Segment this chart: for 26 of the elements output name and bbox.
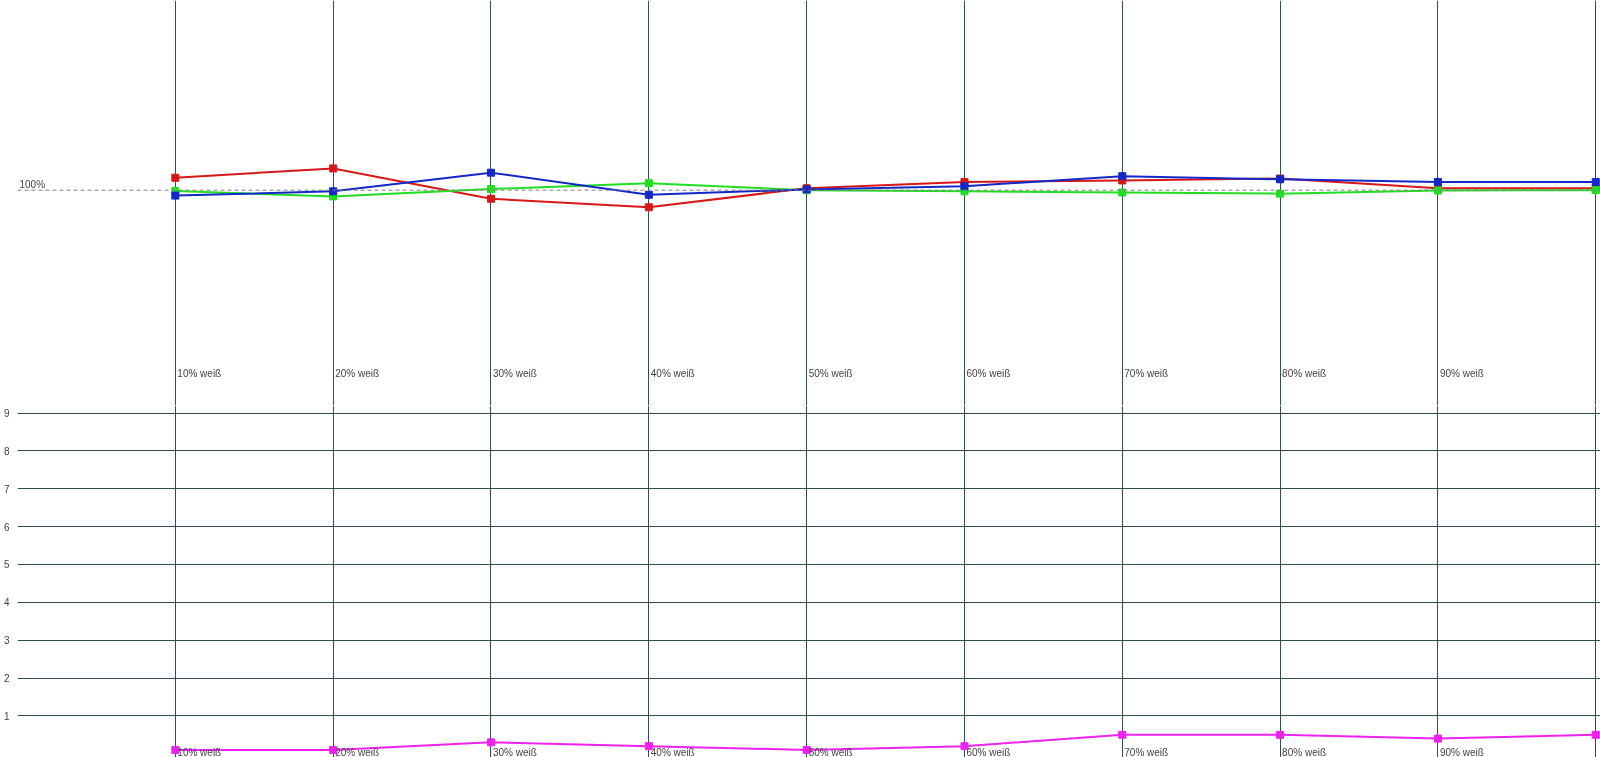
x-tick-label: 20% weiß — [335, 746, 380, 757]
x-tick-label: 30% weiß — [492, 746, 537, 757]
y-tick-label: 5 — [3, 559, 10, 571]
y-tick-label: 3 — [3, 635, 10, 647]
annotation: 100% — [19, 179, 46, 191]
x-tick-label: 40% weiß — [650, 367, 695, 379]
x-tick-label: 40% weiß — [650, 746, 695, 757]
x-tick-label: 10% weiß — [177, 367, 222, 379]
x-tick-label: 50% weiß — [808, 367, 853, 379]
x-tick-label: 60% weiß — [966, 367, 1011, 379]
x-tick-label: 90% weiß — [1439, 746, 1484, 757]
y-tick-label: 8 — [3, 445, 10, 457]
x-tick-label: 70% weiß — [1124, 746, 1169, 757]
x-tick-label: 80% weiß — [1282, 746, 1327, 757]
y-tick-label: 2 — [3, 673, 10, 685]
x-tick-label: 20% weiß — [335, 367, 380, 379]
y-tick-label: 4 — [3, 597, 10, 609]
y-tick-label: 1 — [3, 710, 10, 722]
x-tick-label: 60% weiß — [966, 746, 1011, 757]
x-tick-label: 80% weiß — [1282, 367, 1327, 379]
y-tick-label: 9 — [3, 408, 10, 420]
y-tick-label: 6 — [3, 521, 10, 533]
x-tick-label: 90% weiß — [1439, 367, 1484, 379]
y-tick-label: 7 — [3, 483, 10, 495]
x-tick-label: 30% weiß — [492, 367, 537, 379]
x-tick-label: 70% weiß — [1124, 367, 1169, 379]
